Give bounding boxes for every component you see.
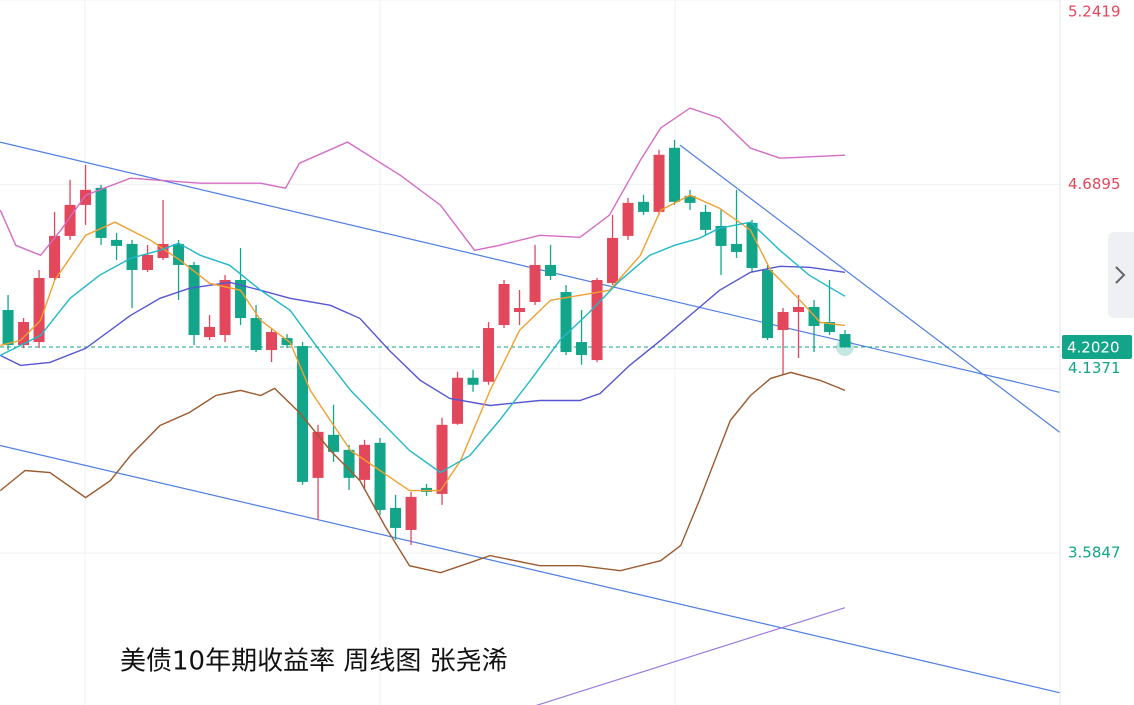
candle-body	[622, 202, 634, 236]
candle-body	[204, 327, 216, 338]
candle-body	[297, 346, 309, 482]
candle-body	[498, 283, 510, 326]
candle-body	[607, 237, 619, 283]
candle-body	[390, 507, 402, 528]
candle-body	[359, 444, 371, 480]
trendline	[679, 144, 1061, 433]
candle-body	[266, 332, 278, 351]
indicator-line	[0, 107, 846, 257]
candle-body	[793, 307, 805, 313]
candle-body	[684, 195, 696, 203]
candle-body	[762, 269, 774, 339]
candle-body	[731, 243, 743, 252]
candle-body	[405, 496, 417, 530]
candle-body	[839, 334, 851, 348]
candle-body	[219, 279, 231, 336]
chart-title: 美债10年期收益率 周线图 张尧浠	[120, 647, 508, 677]
y-tick-label: 5.2419	[1068, 3, 1121, 21]
indicator-line	[0, 265, 846, 407]
candle-body	[157, 243, 169, 258]
candle-body	[576, 342, 588, 356]
candle-body	[64, 204, 76, 236]
price-badge-label: 4.2020	[1067, 339, 1120, 357]
candle-body	[452, 377, 464, 424]
candle-body	[312, 431, 324, 478]
plot	[0, 107, 1061, 705]
trendline	[0, 444, 1061, 694]
candle-body	[436, 424, 448, 494]
candle-body	[49, 235, 61, 278]
candle-body	[700, 211, 712, 230]
y-tick-label: 3.5847	[1068, 544, 1121, 562]
candle-body	[529, 264, 541, 303]
candle-body	[173, 243, 185, 265]
candle-body	[653, 154, 665, 212]
y-tick-label: 4.6895	[1068, 175, 1121, 193]
candle-body	[18, 322, 30, 346]
candle-body	[235, 279, 247, 319]
candle-body	[374, 442, 386, 510]
candle-body	[2, 310, 14, 346]
candle-body	[95, 187, 107, 238]
candle-body	[250, 318, 262, 351]
candle-body	[281, 338, 293, 346]
collapse-button[interactable]	[1108, 232, 1134, 318]
candle-body	[328, 434, 340, 452]
indicator-line	[0, 194, 846, 492]
price-badge	[1062, 335, 1132, 360]
candle-body	[467, 377, 479, 385]
candle-body	[188, 264, 200, 336]
candle-body	[638, 201, 650, 212]
candle-body	[514, 308, 526, 313]
candle-body	[126, 243, 138, 270]
candle-body	[777, 312, 789, 331]
candle-body	[669, 147, 681, 202]
candle-body	[80, 189, 92, 205]
indicator-line	[0, 371, 846, 574]
candle-body	[560, 291, 572, 353]
candle-body	[33, 277, 45, 343]
candle-body	[483, 328, 495, 382]
y-tick-label: 4.1371	[1068, 359, 1121, 377]
candle-body	[824, 322, 836, 333]
trendline	[535, 607, 846, 705]
candle-body	[111, 239, 123, 246]
candle-body	[545, 264, 557, 276]
candle-body	[591, 279, 603, 361]
candle-body	[746, 222, 758, 268]
candle-body	[343, 449, 355, 478]
candle-body	[142, 254, 154, 270]
indicator-line	[0, 221, 846, 474]
price-axis: 5.2419 4.6895 4.1371 3.5847 4.2020	[1062, 3, 1132, 562]
candle-body	[715, 225, 727, 246]
last-price-glow	[836, 338, 855, 357]
